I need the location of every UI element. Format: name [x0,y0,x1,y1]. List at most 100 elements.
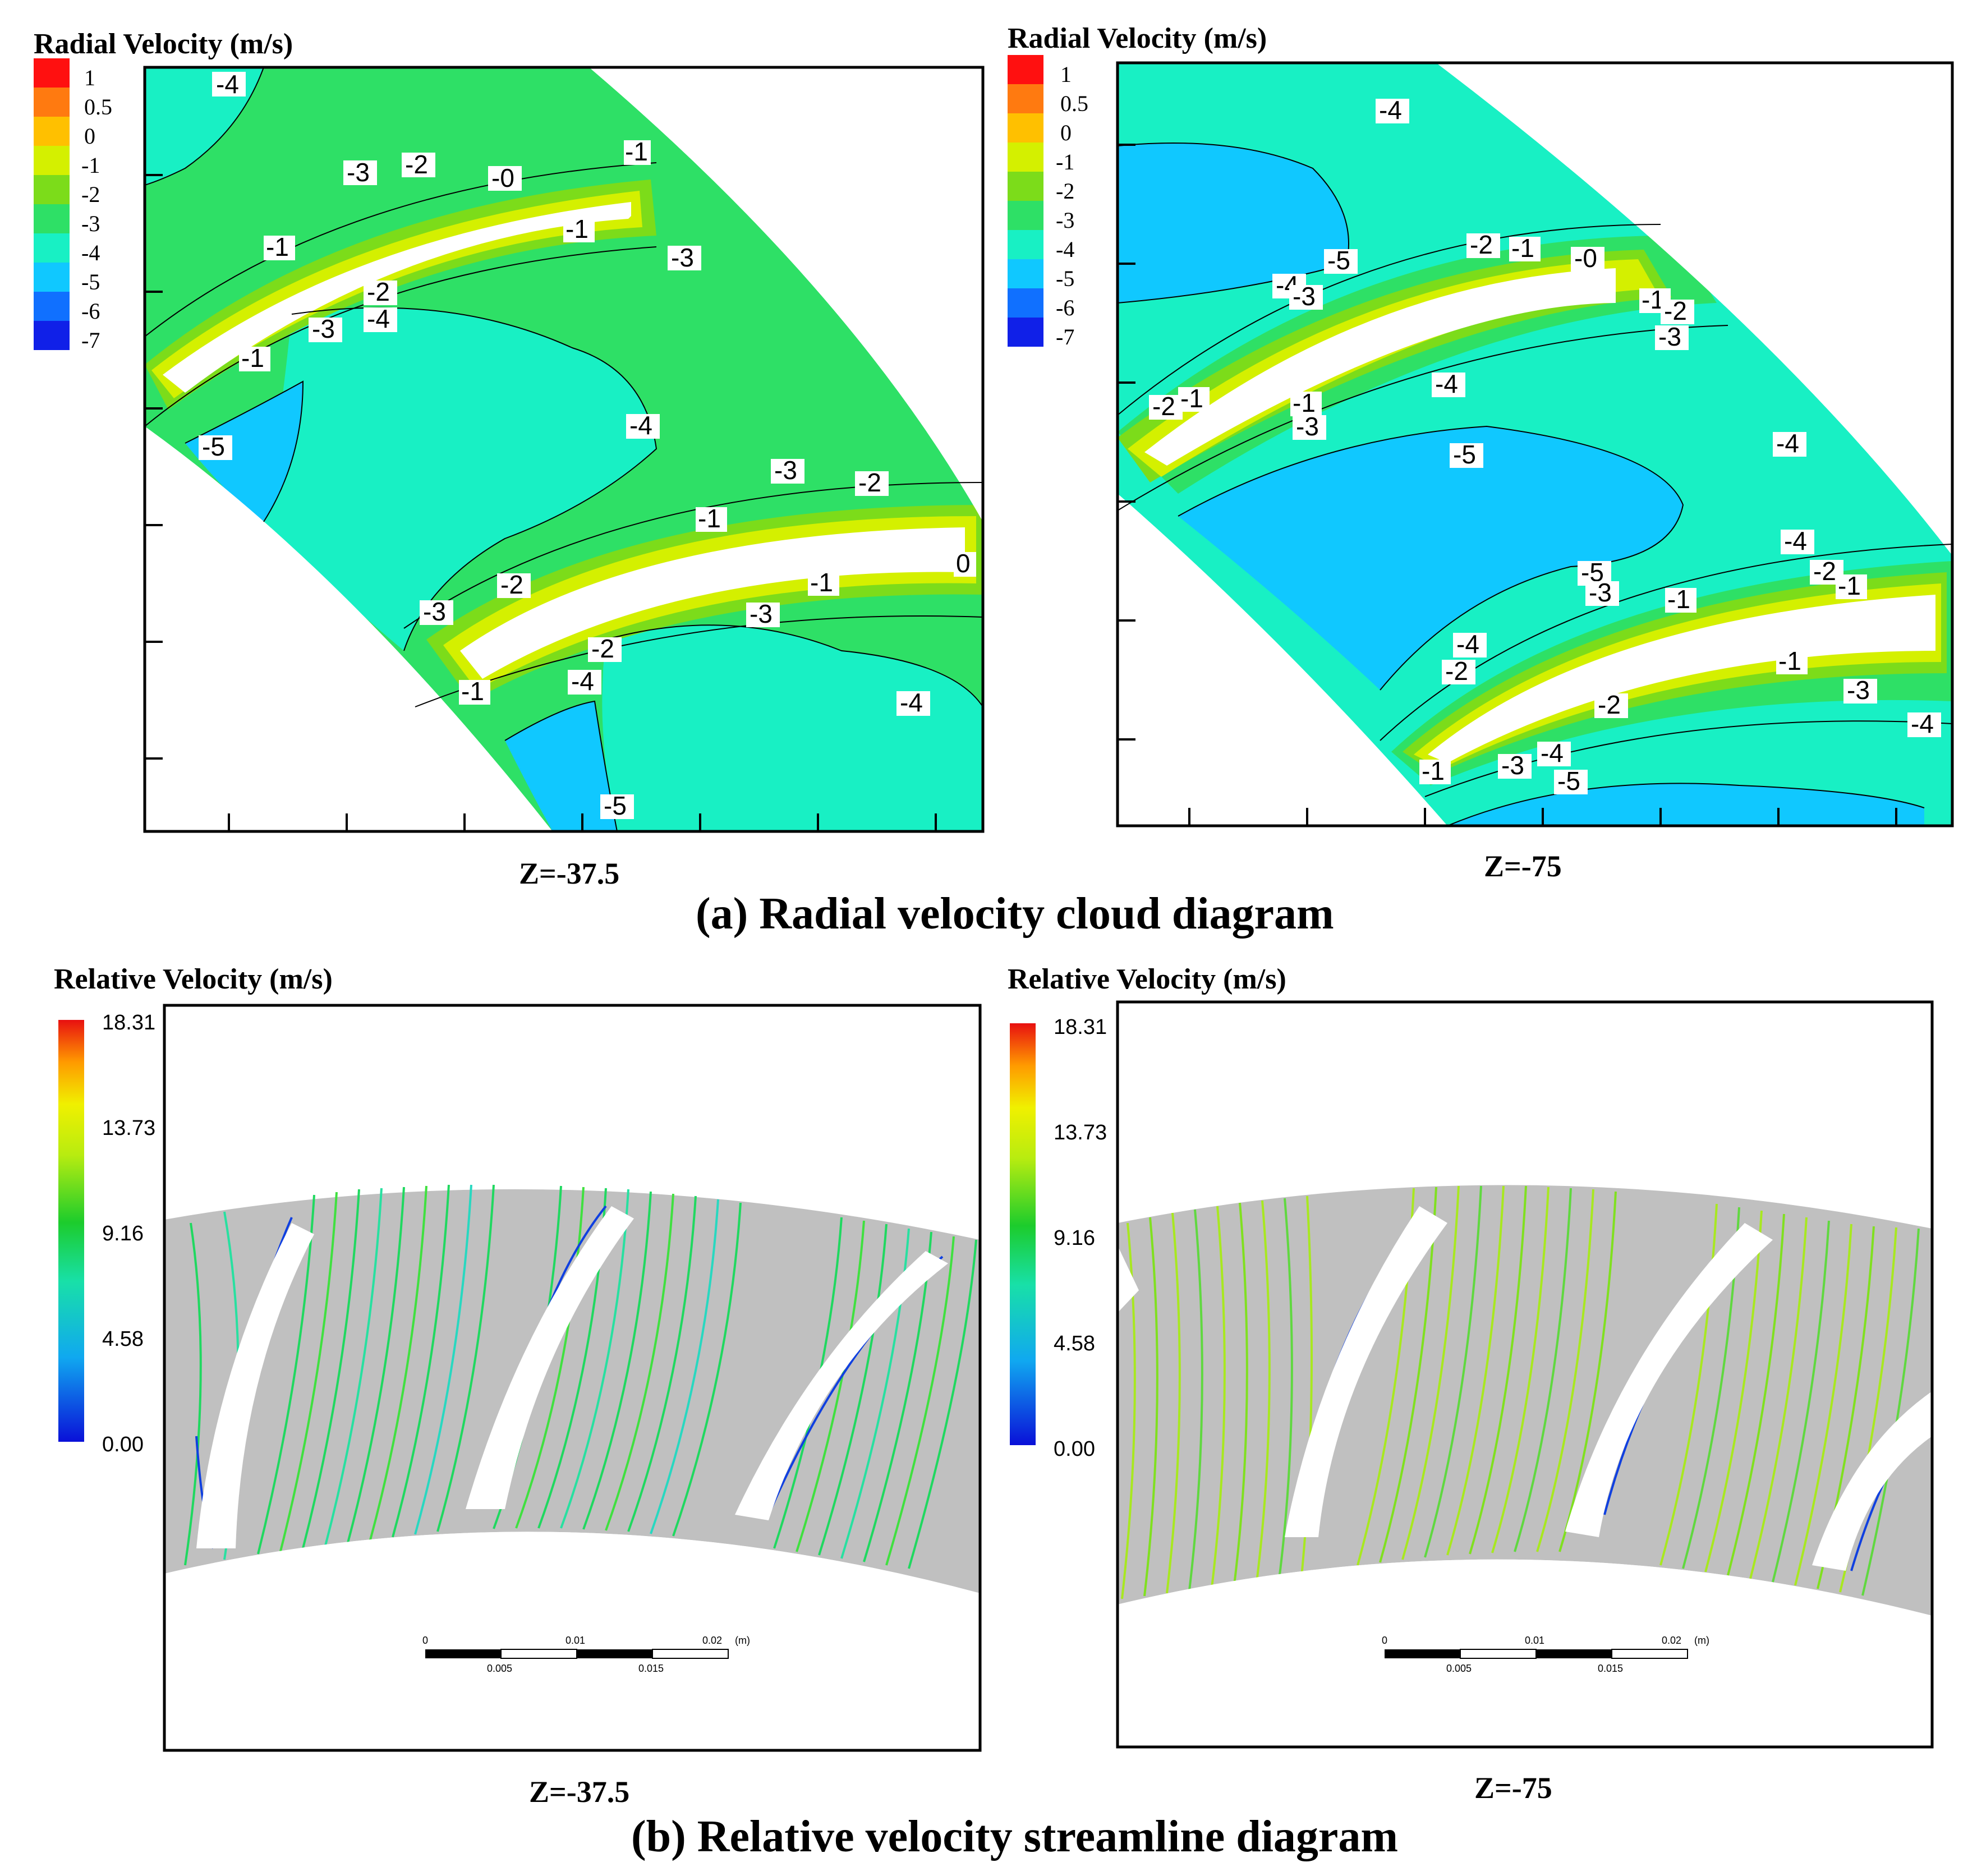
legend-tick: -5 [1056,266,1074,291]
contour-label: -3 [1589,578,1612,607]
legend-swatch [34,175,70,204]
contour-label: -4 [1379,95,1402,125]
plot-frame-a2 [1116,61,1954,827]
legend-tick: 1 [84,65,95,90]
legend-swatch [34,263,70,292]
contour-label: -5 [604,791,627,820]
contour-line [415,615,983,707]
contour-label: -2 [858,468,881,497]
plot-frame-b2 [1116,1000,1934,1749]
legend-swatch [34,117,70,146]
legend-a1: Radial Velocity (m/s) 1 0.5 0 -1 -2 -3 -… [34,28,293,353]
contour-label: -2 [1813,557,1836,586]
legend-swatches-a2 [1008,55,1043,347]
contour-line [145,162,657,337]
legend-swatch [1008,230,1043,259]
contour-label: -1 [266,232,289,261]
legend-tick: -3 [81,211,100,236]
blade [466,1206,634,1509]
contour-label: -4 [1776,429,1799,458]
legend-swatch [34,204,70,233]
contour-label: -1 [1778,646,1801,675]
contour-region [151,191,642,398]
blade-2 [460,527,965,679]
contour-label: -2 [1598,690,1621,719]
scale-label: (m) [1694,1635,1709,1646]
contour-label: -3 [1296,412,1319,441]
legend-swatch [1008,142,1043,172]
domain-outside [589,67,983,522]
contour-line [1118,142,1349,304]
contour-line [145,67,264,186]
legend-tick: 1 [1060,62,1072,87]
legend-tick: 0 [84,123,95,149]
contour-label: -3 [1658,322,1681,351]
colorbar-b1 [58,1020,84,1442]
scale-label: 0.005 [1446,1663,1472,1674]
legend-tick: -5 [81,269,100,295]
contour-label: -1 [565,214,588,243]
domain-outside [164,1532,980,1750]
legend-tick: -1 [1056,149,1074,174]
domain-outside [1118,494,1447,826]
legend-tick: 0.5 [84,94,112,119]
streamline-field-b2 [1118,1185,1932,1747]
caption-b1: Z=-37.5 [529,1775,629,1809]
contour-label: -4 [571,666,594,696]
legend-tick: -4 [81,240,100,265]
panel-b2: Relative Velocity (m/s) 18.31 13.73 9.16… [1008,963,1934,1805]
legend-swatch [34,146,70,175]
blade [735,1251,948,1520]
contour-label: -4 [1435,369,1458,398]
contour-label: -2 [1152,392,1175,421]
legend-swatch [1008,259,1043,288]
scale-label: 0.01 [565,1635,585,1646]
contour-label: -4 [367,304,390,333]
scale-label: 0.015 [1598,1663,1623,1674]
contour-region [1118,143,1349,303]
colorbar-ticks-b1: 18.31 13.73 9.16 4.58 0.00 [102,1011,155,1456]
scale-label: 0 [422,1635,428,1646]
colorbar-tick: 18.31 [102,1011,155,1034]
axis-ticks-a1 [145,174,937,831]
legend-swatch [1008,288,1043,318]
legend-swatch [1008,201,1043,230]
contour-label: -1 [1667,585,1690,614]
colorbar-tick: 4.58 [1054,1332,1095,1355]
colorbar-tick: 0.00 [102,1433,144,1456]
plot-frame-b1 [163,1004,982,1752]
legend-tick: -2 [1056,178,1074,204]
legend-tick: -2 [81,182,100,207]
blade [1118,1245,1139,1313]
contour-label: -0 [491,163,514,192]
scale-label: 0.015 [638,1663,664,1674]
legend-title-b1: Relative Velocity (m/s) [54,963,333,995]
contour-line [1447,783,1925,826]
contour-label: -1 [810,568,833,597]
contour-label: -1 [1838,571,1861,600]
contour-label: -5 [1557,766,1580,796]
contour-label: -4 [900,688,923,717]
contour-field-a1: -4 -3 -2 -0 -1 -1 -3 -1 -3 -2 -4 -1 -5 -… [145,67,983,831]
contour-label: -2 [405,150,428,179]
blade [1812,1391,1932,1571]
axis-ticks-a2 [1118,144,1897,826]
contour-label: -4 [1784,526,1807,555]
legend-tick: 0 [1060,120,1072,145]
blade-1 [1144,268,1616,466]
legend-swatches-a1 [34,58,70,350]
contour-region [602,625,983,831]
scale-label: 0 [1382,1635,1387,1646]
panel-a2: Radial Velocity (m/s) 1 0.5 0 -1 -2 -3 -… [1008,22,1954,883]
caption-a2: Z=-75 [1484,849,1562,883]
contour-labels-a1: -4 -3 -2 -0 -1 -1 -3 -1 -3 -2 -4 -1 -5 -… [199,70,976,820]
colorbar-tick: 18.31 [1054,1015,1107,1039]
legend-tick: -4 [1056,237,1074,262]
contour-label: -5 [202,432,225,461]
contour-label: -3 [1847,675,1870,705]
legend-swatch [1008,55,1043,84]
scale-label: 0.02 [702,1635,722,1646]
domain-outside [145,426,553,831]
contour-label: -4 [1911,709,1934,738]
